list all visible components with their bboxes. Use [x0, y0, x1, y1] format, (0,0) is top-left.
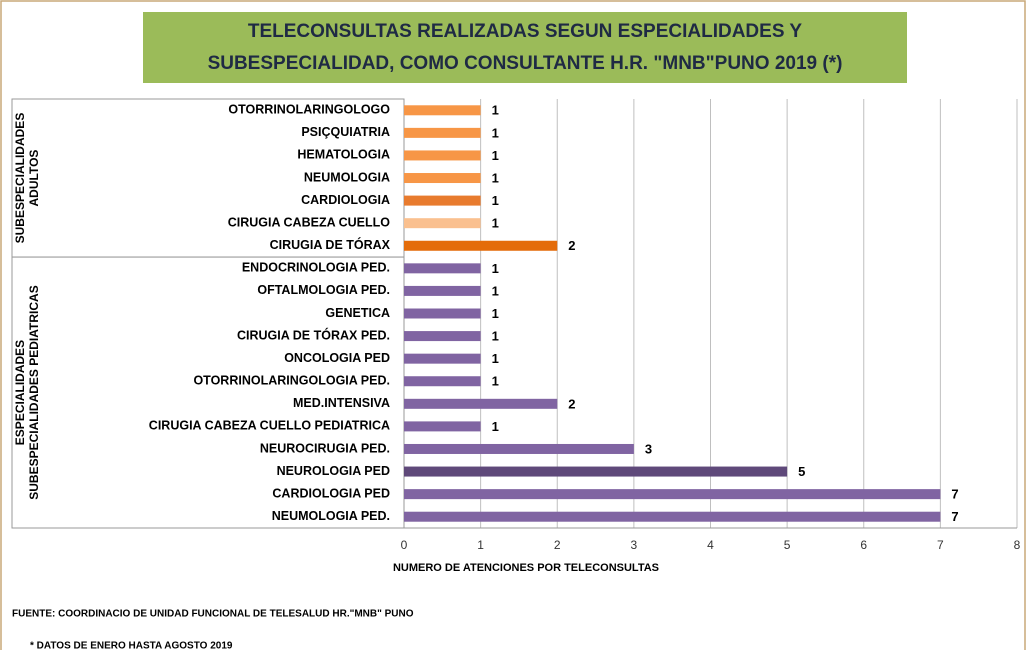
bar: [404, 105, 481, 116]
y-tick-label: CIRUGIA CABEZA CUELLO: [228, 215, 391, 229]
bar: [404, 240, 558, 251]
value-label: 1: [492, 170, 499, 185]
y-tick-label: CIRUGIA CABEZA CUELLO PEDIATRICA: [149, 419, 390, 433]
value-label: 7: [951, 487, 958, 502]
bar: [404, 511, 941, 522]
bar: [404, 353, 481, 364]
value-label: 3: [645, 441, 652, 456]
value-label: 2: [568, 238, 575, 253]
bar: [404, 150, 481, 161]
value-label: 1: [492, 329, 499, 344]
value-label: 1: [492, 216, 499, 231]
value-label: 1: [492, 193, 499, 208]
bar: [404, 398, 558, 409]
x-tick-label: 4: [707, 538, 714, 552]
source-note: FUENTE: COORDINACIO DE UNIDAD FUNCIONAL …: [12, 609, 414, 620]
y-tick-label: OTORRINOLARINGOLOGO: [228, 103, 390, 117]
value-label: 1: [492, 306, 499, 321]
group-label: ADULTOS: [27, 150, 41, 207]
y-tick-label: CARDIOLOGIA PED: [272, 486, 390, 500]
bar: [404, 331, 481, 342]
x-axis-label: NUMERO DE ATENCIONES POR TELECONSULTAS: [393, 562, 659, 574]
x-tick-label: 2: [554, 538, 561, 552]
y-tick-label: OTORRINOLARINGOLOGIA PED.: [193, 374, 390, 388]
x-tick-label: 6: [860, 538, 867, 552]
x-tick-label: 8: [1014, 538, 1021, 552]
x-tick-label: 7: [937, 538, 944, 552]
bar: [404, 218, 481, 229]
footnote: * DATOS DE ENERO HASTA AGOSTO 2019: [30, 641, 233, 650]
bar: [404, 195, 481, 206]
bar: [404, 127, 481, 138]
value-label: 5: [798, 464, 805, 479]
y-tick-label: PSIÇQUIATRIA: [301, 125, 390, 139]
chart-title: TELECONSULTAS REALIZADAS SEGUN ESPECIALI…: [248, 21, 803, 42]
group-box: [11, 256, 405, 529]
bar: [404, 173, 481, 184]
value-label: 2: [568, 396, 575, 411]
group-label: ESPECIALIDADES: [13, 340, 27, 445]
bar: [404, 308, 481, 319]
value-label: 1: [492, 351, 499, 366]
y-tick-label: CIRUGIA DE TÓRAX: [270, 237, 391, 252]
value-label: 1: [492, 148, 499, 163]
y-tick-label: CARDIOLOGIA: [301, 193, 390, 207]
value-label: 1: [492, 261, 499, 276]
y-tick-label: MED.INTENSIVA: [293, 396, 390, 410]
x-tick-label: 1: [477, 538, 484, 552]
value-label: 1: [492, 103, 499, 118]
value-label: 1: [492, 374, 499, 389]
y-tick-label: NEUMOLOGIA PED.: [272, 509, 390, 523]
chart-title: SUBESPECIALIDAD, COMO CONSULTANTE H.R. "…: [208, 53, 843, 74]
y-tick-label: OFTALMOLOGIA PED.: [257, 283, 390, 297]
bar: [404, 421, 481, 432]
value-label: 1: [492, 283, 499, 298]
y-tick-label: HEMATOLOGIA: [297, 148, 390, 162]
value-label: 1: [492, 419, 499, 434]
bar: [404, 263, 481, 274]
title-box: [143, 12, 907, 83]
x-tick-label: 0: [401, 538, 408, 552]
group-label: SUBESPECIALIDADES: [13, 113, 27, 244]
bar: [404, 285, 481, 296]
x-tick-label: 3: [631, 538, 638, 552]
y-tick-label: NEUROCIRUGIA PED.: [260, 441, 390, 455]
bar: [404, 376, 481, 387]
value-label: 1: [492, 125, 499, 140]
x-tick-label: 5: [784, 538, 791, 552]
group-label: SUBESPECIALIDADES PEDIATRICAS: [27, 285, 41, 499]
value-label: 7: [951, 509, 958, 524]
y-tick-label: NEUROLOGIA PED: [277, 464, 390, 478]
y-tick-label: CIRUGIA DE TÓRAX PED.: [237, 327, 390, 342]
y-tick-label: ONCOLOGIA PED: [284, 351, 390, 365]
y-tick-label: NEUMOLOGIA: [304, 170, 390, 184]
y-tick-label: GENETICA: [325, 306, 390, 320]
bar: [404, 466, 788, 477]
y-tick-label: ENDOCRINOLOGIA PED.: [242, 261, 390, 275]
bar: [404, 443, 634, 454]
bar: [404, 489, 941, 500]
